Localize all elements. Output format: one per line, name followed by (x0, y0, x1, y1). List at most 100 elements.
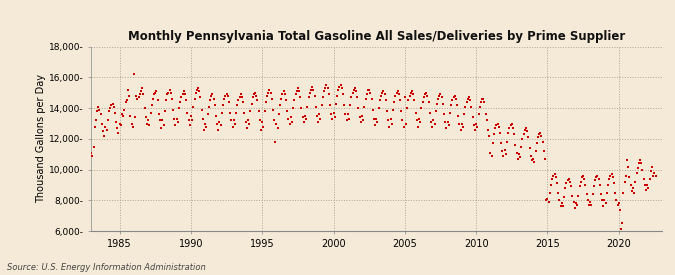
Point (228, 118, 239, 123)
Point (446, 103, 456, 107)
Point (206, 94, 217, 98)
Point (220, 94, 231, 98)
Point (288, 106, 298, 110)
Point (522, 129, 533, 133)
Point (558, 204, 568, 209)
Point (648, 174, 659, 178)
Point (209, 103, 220, 107)
Point (410, 111, 421, 115)
Point (396, 109, 406, 114)
Point (536, 134, 547, 138)
Point (103, 118, 113, 123)
Point (284, 121, 295, 126)
Point (326, 112, 337, 117)
Point (226, 118, 237, 123)
Point (475, 100, 486, 104)
Point (230, 121, 240, 126)
Point (636, 161, 647, 166)
Point (263, 91, 273, 95)
Point (267, 97, 277, 101)
Point (445, 111, 456, 115)
Point (397, 118, 408, 123)
Point (612, 203, 623, 207)
Point (400, 95, 410, 100)
Point (211, 114, 221, 118)
Point (178, 89, 189, 94)
Point (245, 109, 256, 114)
Point (246, 101, 257, 106)
Point (447, 98, 458, 103)
Point (639, 183, 650, 187)
Point (379, 92, 390, 97)
Point (584, 203, 595, 207)
Point (227, 124, 238, 129)
Point (598, 204, 609, 209)
Point (344, 117, 354, 121)
Point (637, 167, 648, 172)
Point (87, 153, 98, 158)
Point (171, 117, 182, 121)
Point (248, 92, 259, 97)
Point (460, 104, 471, 109)
Point (373, 106, 384, 110)
Point (498, 153, 509, 158)
Point (516, 144, 526, 149)
Point (221, 92, 232, 97)
Point (297, 115, 308, 120)
Point (197, 117, 208, 121)
Point (616, 227, 626, 232)
Point (610, 190, 620, 195)
Point (356, 120, 367, 124)
Point (608, 175, 618, 180)
Point (100, 124, 111, 129)
Point (186, 114, 196, 118)
Point (98, 129, 109, 133)
Point (542, 197, 553, 201)
Point (273, 112, 284, 117)
Point (118, 114, 129, 118)
Point (572, 203, 583, 207)
Point (182, 111, 193, 115)
Point (111, 120, 122, 124)
Point (120, 100, 131, 104)
Point (641, 187, 651, 192)
Point (647, 164, 657, 169)
Point (201, 124, 212, 129)
Point (378, 89, 389, 94)
Point (350, 86, 360, 90)
Point (119, 108, 130, 112)
Point (468, 123, 479, 127)
Point (431, 109, 441, 114)
Point (412, 124, 423, 129)
Point (347, 91, 358, 95)
Point (142, 121, 153, 126)
Point (137, 86, 148, 90)
Point (600, 201, 611, 206)
Point (556, 201, 567, 206)
Point (333, 87, 344, 92)
Point (385, 117, 396, 121)
Point (454, 121, 465, 126)
Point (467, 115, 478, 120)
Point (481, 118, 492, 123)
Point (523, 135, 534, 139)
Point (265, 91, 276, 95)
Point (420, 92, 431, 97)
Point (92, 109, 103, 114)
Point (256, 127, 267, 132)
Point (144, 123, 155, 127)
Point (348, 87, 359, 92)
Point (232, 103, 243, 107)
Point (296, 106, 307, 110)
Point (611, 198, 622, 202)
Point (625, 183, 636, 187)
Point (505, 123, 516, 127)
Point (372, 120, 383, 124)
Point (351, 89, 362, 94)
Point (289, 98, 300, 103)
Point (306, 84, 317, 89)
Point (564, 180, 575, 184)
Point (252, 98, 263, 103)
Point (394, 92, 404, 97)
Point (555, 204, 566, 209)
